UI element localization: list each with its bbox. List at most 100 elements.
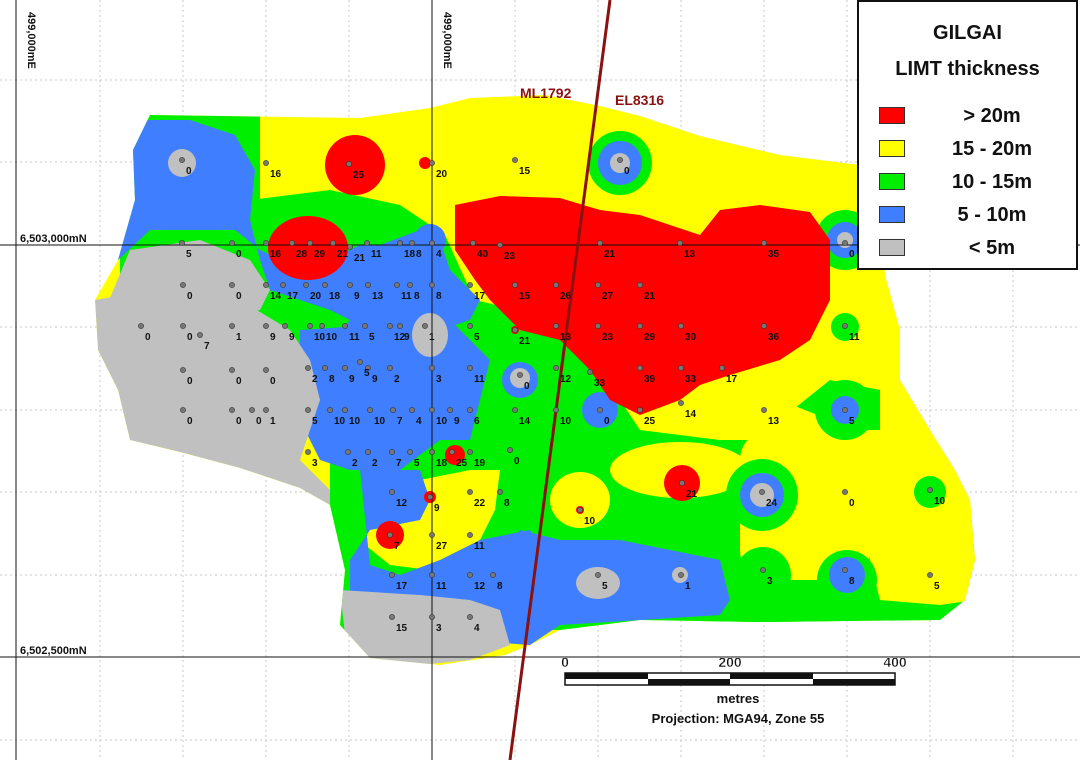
drillhole-value: 11 (849, 332, 860, 343)
drillhole-marker (365, 365, 371, 371)
drillhole-value: 8 (329, 374, 335, 385)
drillhole-marker (467, 572, 473, 578)
drillhole-marker (597, 240, 603, 246)
drillhole-marker (678, 323, 684, 329)
legend-label: 10 - 15m (951, 171, 1033, 193)
drillhole-marker (387, 323, 393, 329)
drillhole-value: 12 (396, 498, 408, 509)
drillhole-value: 17 (396, 581, 408, 592)
drillhole-value: 9 (372, 374, 378, 385)
drillhole-value: 9 (354, 291, 360, 302)
drillhole-value: 1 (685, 581, 691, 592)
drillhole-marker (229, 323, 235, 329)
drillhole-marker (364, 240, 370, 246)
drillhole-value: 3 (436, 623, 442, 634)
legend-class: 10 - 15m (879, 171, 1069, 193)
drillhole-value: 21 (686, 489, 698, 500)
drillhole-value: 12 (394, 332, 406, 343)
legend-class: 5 - 10m (879, 204, 1069, 226)
drillhole-marker (677, 240, 683, 246)
drillhole-value: 7 (397, 416, 403, 427)
drillhole-value: 17 (474, 291, 486, 302)
drillhole-value: 33 (594, 378, 606, 389)
drillhole-value: 2 (352, 458, 358, 469)
drillhole-value: 20 (436, 169, 448, 180)
drillhole-marker (263, 323, 269, 329)
drillhole-marker (422, 323, 428, 329)
drillhole-value: 11 (474, 541, 485, 552)
drillhole-marker (761, 407, 767, 413)
drillhole-value: 7 (394, 541, 400, 552)
drillhole-value: 0 (270, 376, 276, 387)
drillhole-value: 16 (270, 169, 282, 180)
drillhole-marker (179, 157, 185, 163)
drillhole-marker (303, 282, 309, 288)
drillhole-marker (761, 323, 767, 329)
drillhole-marker (387, 532, 393, 538)
drillhole-marker (179, 240, 185, 246)
drillhole-marker (347, 282, 353, 288)
drillhole-value: 9 (434, 503, 440, 514)
drillhole-marker (587, 369, 593, 375)
drillhole-marker (842, 489, 848, 495)
drillhole-marker (342, 407, 348, 413)
drillhole-marker (307, 240, 313, 246)
drillhole-value: 9 (270, 332, 276, 343)
drillhole-value: 21 (604, 249, 616, 260)
drillhole-marker (637, 365, 643, 371)
drillhole-value: 10 (374, 416, 386, 427)
drillhole-value: 0 (187, 332, 193, 343)
scale-unit: metres (717, 691, 760, 706)
drillhole-value: 20 (310, 291, 322, 302)
drillhole-value: 0 (236, 376, 242, 387)
legend-title-line2: LIMT thickness (895, 58, 1040, 80)
legend-swatch (879, 206, 905, 223)
drillhole-marker (407, 282, 413, 288)
drillhole-value: 10 (314, 332, 326, 343)
drillhole-value: 24 (766, 498, 778, 509)
drillhole-marker (389, 449, 395, 455)
legend-label: > 20m (963, 105, 1021, 127)
drillhole-marker (719, 365, 725, 371)
drillhole-value: 5 (474, 332, 480, 343)
drillhole-marker (553, 282, 559, 288)
drillhole-marker (497, 242, 503, 248)
drillhole-value: 0 (849, 249, 855, 260)
drillhole-marker (357, 359, 363, 365)
drillhole-value: 23 (504, 251, 516, 262)
drillhole-marker (138, 323, 144, 329)
drillhole-marker (927, 487, 933, 493)
drillhole-value: 1 (236, 332, 242, 343)
legend-swatch (879, 140, 905, 157)
drillhole-marker (389, 614, 395, 620)
drillhole-value: 8 (436, 291, 442, 302)
drillhole-marker (447, 407, 453, 413)
drillhole-layer: 0 16 25 20 15 05 0 16 28 29 21 21 11 18 8 4 40 23 21 13 35 00… (138, 157, 946, 634)
drillhole-value: 0 (256, 416, 262, 427)
drillhole-value: 25 (644, 416, 656, 427)
drillhole-marker (263, 367, 269, 373)
drillhole-value: 11 (371, 249, 382, 260)
drillhole-value: 28 (296, 249, 308, 260)
drillhole-value: 9 (289, 332, 295, 343)
drillhole-marker (390, 407, 396, 413)
drillhole-value: 0 (236, 416, 242, 427)
drillhole-marker (517, 372, 523, 378)
drillhole-value: 10 (436, 416, 448, 427)
drillhole-value: 5 (369, 332, 375, 343)
scale-tick-200: 200 (718, 654, 742, 670)
drillhole-marker (263, 240, 269, 246)
drillhole-value: 1 (270, 416, 276, 427)
drillhole-value: 15 (519, 166, 531, 177)
drillhole-value: 27 (436, 541, 448, 552)
northing-label-upper: 6,503,000mN (20, 233, 87, 245)
drillhole-value: 13 (768, 416, 780, 427)
boundary-label-right: EL8316 (615, 92, 664, 108)
drillhole-value: 9 (454, 416, 460, 427)
legend: GILGAI LIMT thickness > 20m 15 - 20m 10 - … (857, 0, 1078, 270)
drillhole-value: 21 (354, 253, 366, 264)
drillhole-marker (263, 407, 269, 413)
drillhole-value: 17 (726, 374, 738, 385)
drillhole-marker (342, 365, 348, 371)
